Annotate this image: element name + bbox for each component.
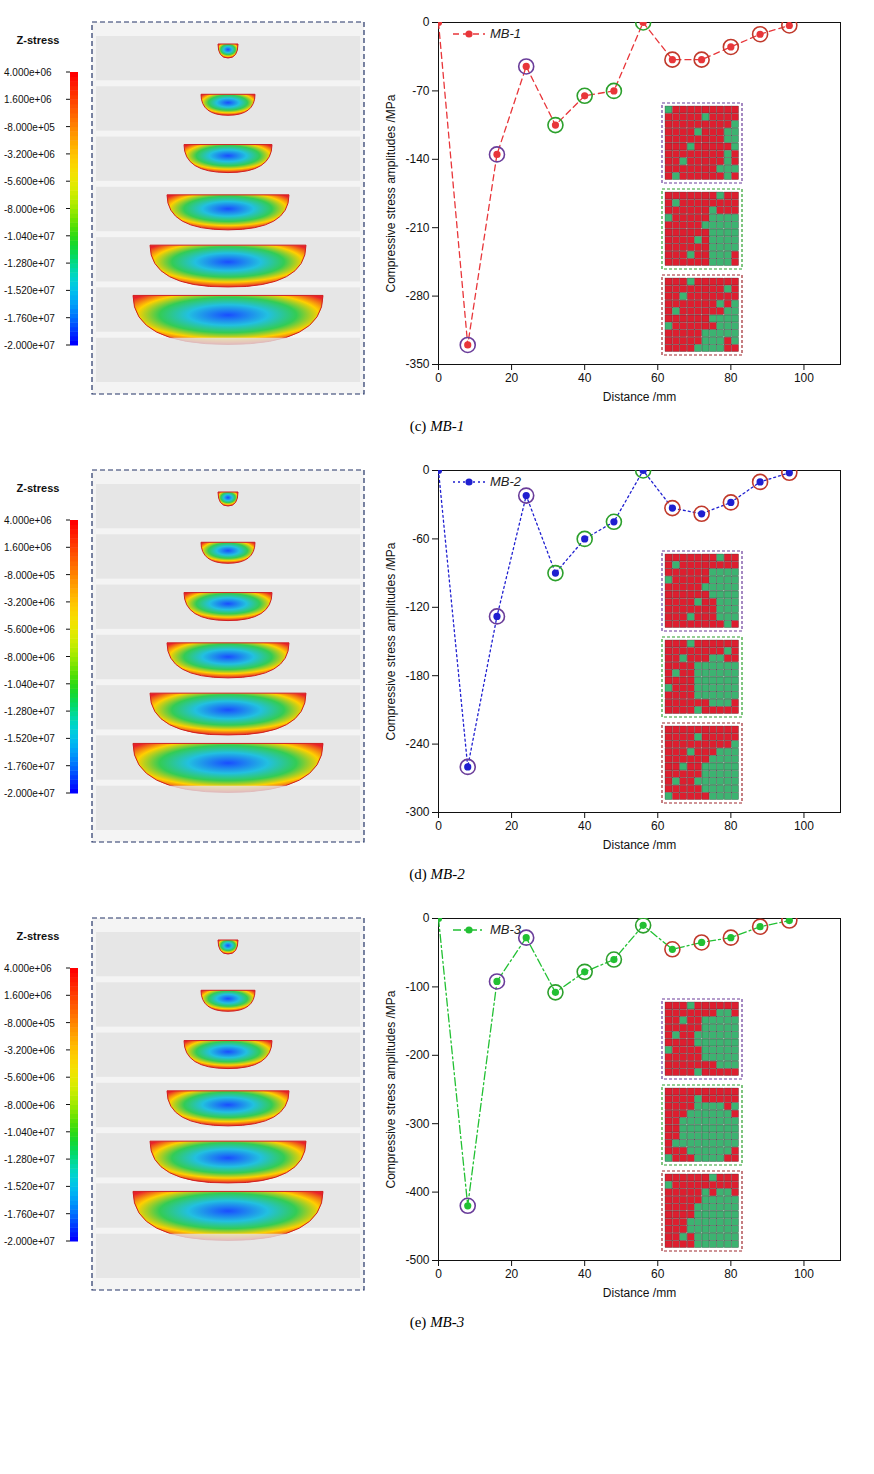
- svg-text:0: 0: [423, 463, 430, 477]
- svg-text:100: 100: [794, 371, 814, 385]
- svg-text:-1.520e+07: -1.520e+07: [4, 1181, 55, 1192]
- svg-text:-3.200e+06: -3.200e+06: [4, 149, 55, 160]
- svg-text:-8.000e+05: -8.000e+05: [4, 122, 55, 133]
- svg-text:-1.280e+07: -1.280e+07: [4, 1154, 55, 1165]
- svg-text:-60: -60: [412, 532, 430, 546]
- svg-text:-1.040e+07: -1.040e+07: [4, 679, 55, 690]
- svg-text:1.600e+06: 1.600e+06: [4, 542, 52, 553]
- svg-text:0: 0: [435, 1267, 442, 1281]
- svg-text:Z-stress: Z-stress: [17, 34, 60, 46]
- svg-text:60: 60: [651, 819, 665, 833]
- html-text:(c) MB-1: (c) MB-1: [409, 418, 465, 434]
- svg-text:-300: -300: [405, 1117, 429, 1131]
- svg-text:-200: -200: [405, 1048, 429, 1062]
- svg-text:-100: -100: [405, 980, 429, 994]
- svg-text:-1.280e+07: -1.280e+07: [4, 258, 55, 269]
- svg-text:-8.000e+05: -8.000e+05: [4, 1018, 55, 1029]
- svg-text:-1.280e+07: -1.280e+07: [4, 706, 55, 717]
- svg-text:-3.200e+06: -3.200e+06: [4, 1045, 55, 1056]
- svg-text:40: 40: [578, 1267, 592, 1281]
- svg-text:Compressive stress amplitudes: Compressive stress amplitudes /MPa: [384, 542, 398, 740]
- svg-text:100: 100: [794, 1267, 814, 1281]
- svg-text:1.600e+06: 1.600e+06: [4, 94, 52, 105]
- svg-text:100: 100: [794, 819, 814, 833]
- svg-text:4.000e+06: 4.000e+06: [4, 515, 52, 526]
- svg-text:60: 60: [651, 371, 665, 385]
- svg-text:-5.600e+06: -5.600e+06: [4, 624, 55, 635]
- svg-text:20: 20: [505, 371, 519, 385]
- svg-text:-140: -140: [405, 152, 429, 166]
- svg-text:-8.000e+06: -8.000e+06: [4, 1100, 55, 1111]
- svg-text:Distance /mm: Distance /mm: [603, 1286, 676, 1300]
- svg-text:-1.040e+07: -1.040e+07: [4, 1127, 55, 1138]
- svg-text:-2.000e+07: -2.000e+07: [4, 788, 55, 799]
- svg-text:4.000e+06: 4.000e+06: [4, 67, 52, 78]
- svg-text:60: 60: [651, 1267, 665, 1281]
- svg-text:80: 80: [724, 1267, 738, 1281]
- svg-text:0: 0: [423, 15, 430, 29]
- svg-text:40: 40: [578, 371, 592, 385]
- svg-text:20: 20: [505, 1267, 519, 1281]
- svg-text:80: 80: [724, 371, 738, 385]
- svg-text:-1.520e+07: -1.520e+07: [4, 733, 55, 744]
- svg-text:-2.000e+07: -2.000e+07: [4, 340, 55, 351]
- svg-text:-240: -240: [405, 737, 429, 751]
- svg-text:-5.600e+06: -5.600e+06: [4, 176, 55, 187]
- svg-text:0: 0: [423, 911, 430, 925]
- svg-text:40: 40: [578, 819, 592, 833]
- svg-text:-3.200e+06: -3.200e+06: [4, 597, 55, 608]
- svg-text:-500: -500: [405, 1253, 429, 1267]
- svg-text:20: 20: [505, 819, 519, 833]
- svg-text:0: 0: [435, 371, 442, 385]
- svg-text:-1.760e+07: -1.760e+07: [4, 313, 55, 324]
- svg-text:1.600e+06: 1.600e+06: [4, 990, 52, 1001]
- html-text:(e) MB-3: (e) MB-3: [409, 1314, 465, 1330]
- svg-text:Z-stress: Z-stress: [17, 482, 60, 494]
- svg-text:-350: -350: [405, 357, 429, 371]
- html-text:MB-2: MB-2: [490, 474, 522, 489]
- svg-text:Compressive stress amplitudes: Compressive stress amplitudes /MPa: [384, 990, 398, 1188]
- svg-text:Z-stress: Z-stress: [17, 930, 60, 942]
- svg-text:-400: -400: [405, 1185, 429, 1199]
- html-text:(d) MB-2: (d) MB-2: [409, 866, 465, 882]
- svg-text:0: 0: [435, 819, 442, 833]
- svg-text:-1.760e+07: -1.760e+07: [4, 1209, 55, 1220]
- svg-text:-8.000e+06: -8.000e+06: [4, 204, 55, 215]
- svg-text:-1.520e+07: -1.520e+07: [4, 285, 55, 296]
- svg-text:-300: -300: [405, 805, 429, 819]
- svg-text:-180: -180: [405, 669, 429, 683]
- svg-text:4.000e+06: 4.000e+06: [4, 963, 52, 974]
- svg-text:-2.000e+07: -2.000e+07: [4, 1236, 55, 1247]
- svg-text:-70: -70: [412, 84, 430, 98]
- svg-text:-210: -210: [405, 221, 429, 235]
- svg-text:Distance /mm: Distance /mm: [603, 390, 676, 404]
- svg-text:-1.760e+07: -1.760e+07: [4, 761, 55, 772]
- svg-text:-280: -280: [405, 289, 429, 303]
- html-text:MB-3: MB-3: [490, 922, 522, 937]
- svg-text:Compressive stress amplitudes: Compressive stress amplitudes /MPa: [384, 94, 398, 292]
- svg-text:-8.000e+05: -8.000e+05: [4, 570, 55, 581]
- html-text:MB-1: MB-1: [490, 26, 522, 41]
- svg-text:-5.600e+06: -5.600e+06: [4, 1072, 55, 1083]
- svg-text:-120: -120: [405, 600, 429, 614]
- svg-text:-8.000e+06: -8.000e+06: [4, 652, 55, 663]
- svg-text:-1.040e+07: -1.040e+07: [4, 231, 55, 242]
- svg-text:80: 80: [724, 819, 738, 833]
- svg-text:Distance /mm: Distance /mm: [603, 838, 676, 852]
